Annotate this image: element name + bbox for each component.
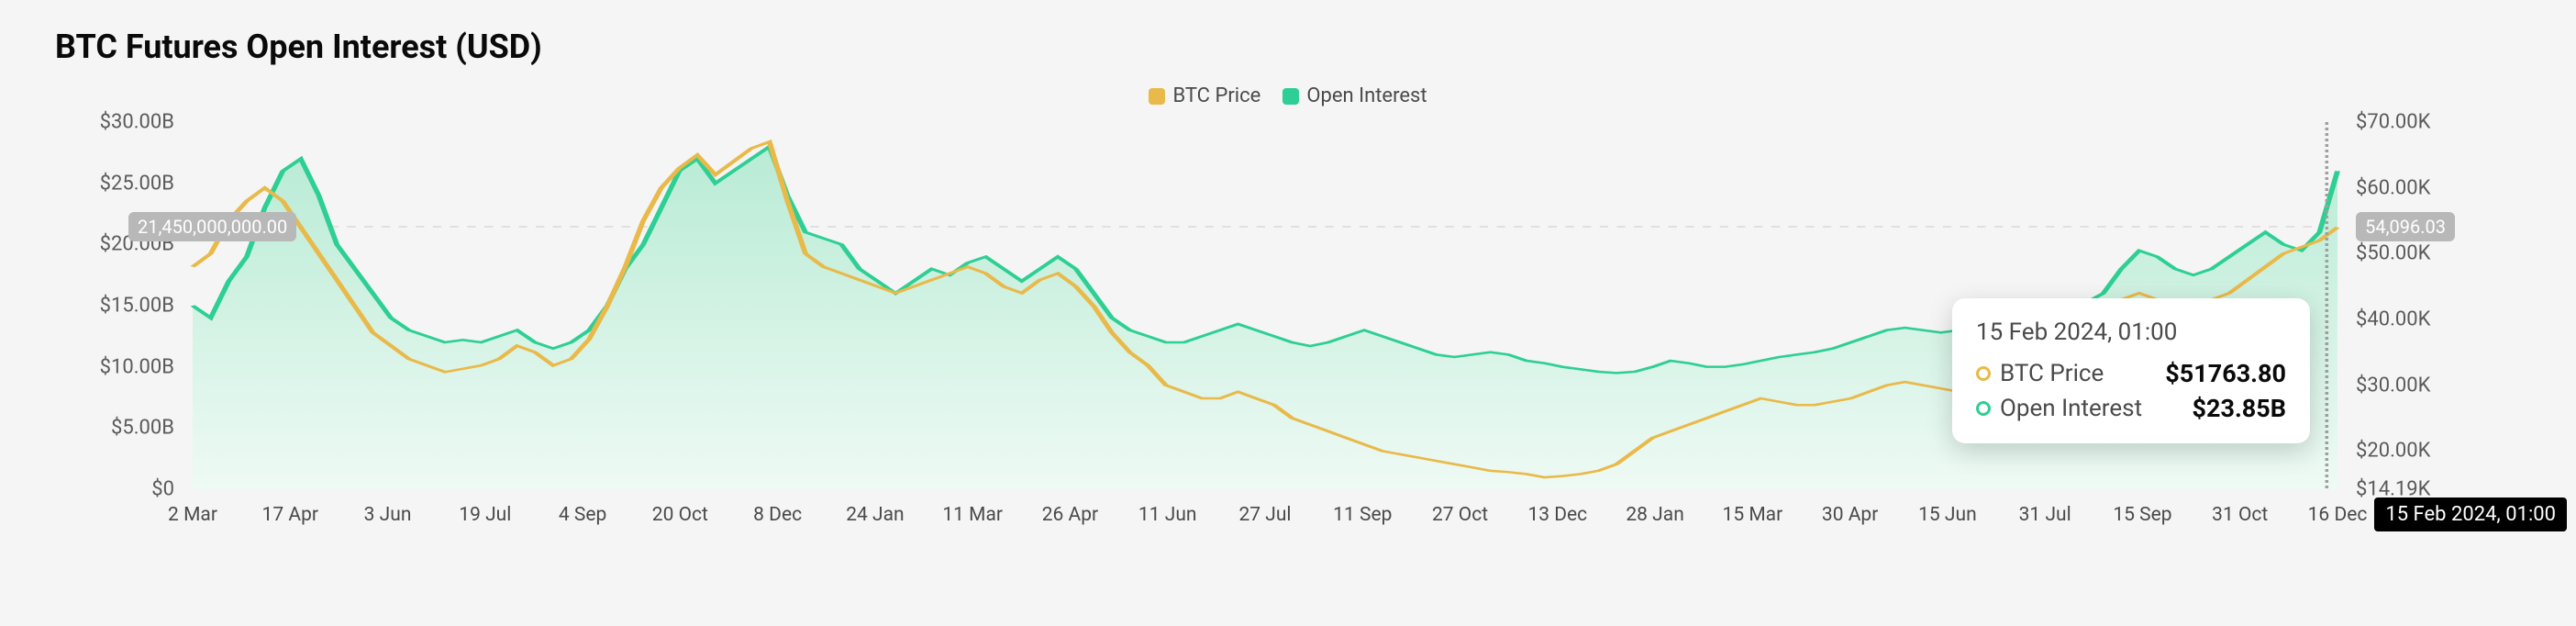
y-tick: $10.00B [100, 355, 174, 378]
x-tick: 31 Oct [2212, 504, 2268, 526]
x-tick: 28 Jan [1626, 504, 1683, 526]
y-tick: $60.00K [2356, 176, 2430, 199]
y-left-highlight-badge: 21,450,000,000.00 [128, 212, 296, 241]
plot-surface[interactable]: 21,450,000,000.00 54,096.03 15 Feb 2024,… [193, 122, 2337, 489]
x-tick: 30 Apr [1822, 504, 1878, 526]
x-tick: 15 Jun [1918, 504, 1977, 526]
tooltip-dot [1976, 401, 1991, 416]
legend: BTC Price Open Interest [37, 84, 2539, 107]
tooltip-date: 15 Feb 2024, 01:00 [1976, 319, 2286, 346]
tooltip-row: BTC Price $51763.80 [1976, 359, 2286, 388]
tooltip-series-value: $23.85B [2192, 394, 2286, 423]
x-tick: 19 Jul [459, 504, 511, 526]
tooltip-dot [1976, 366, 1991, 381]
tooltip-series-value: $51763.80 [2165, 359, 2286, 388]
legend-swatch-price [1149, 88, 1165, 105]
legend-item-oi[interactable]: Open Interest [1282, 84, 1427, 107]
y-tick: $20.00K [2356, 440, 2430, 463]
legend-swatch-oi [1282, 88, 1299, 105]
legend-label-price: BTC Price [1172, 84, 1260, 107]
tooltip-series-label: Open Interest [2000, 395, 2142, 422]
legend-label-oi: Open Interest [1306, 84, 1427, 107]
x-tick: 17 Apr [262, 504, 318, 526]
plot-area[interactable]: $0$5.00B$10.00B$15.00B$20.00B$25.00B$30.… [64, 122, 2457, 544]
tooltip-series-label: BTC Price [2000, 360, 2104, 387]
x-axis: 2 Mar17 Apr3 Jun19 Jul4 Sep20 Oct8 Dec24… [193, 498, 2337, 544]
x-tick: 20 Oct [652, 504, 708, 526]
y-tick: $5.00B [111, 417, 174, 440]
x-tick: 26 Apr [1042, 504, 1098, 526]
x-tick: 16 Dec [2308, 504, 2368, 526]
x-tick: 24 Jan [846, 504, 904, 526]
tooltip: 15 Feb 2024, 01:00 BTC Price $51763.80 Ope… [1952, 298, 2310, 443]
x-tick: 27 Jul [1238, 504, 1291, 526]
y-tick: $30.00B [100, 111, 174, 134]
x-tick: 13 Dec [1527, 504, 1587, 526]
x-tick: 31 Jul [2019, 504, 2071, 526]
x-tick: 15 Mar [1723, 504, 1783, 526]
x-tick: 11 Sep [1333, 504, 1392, 526]
tooltip-row: Open Interest $23.85B [1976, 394, 2286, 423]
y-tick: $50.00K [2356, 242, 2430, 265]
chart-container: BTC Futures Open Interest (USD) BTC Pric… [0, 0, 2576, 626]
y-axis-right: $14.19K$20.00K$30.00K$40.00K$50.00K$60.0… [2347, 122, 2457, 489]
y-tick: $15.00B [100, 295, 174, 318]
x-tick: 4 Sep [559, 504, 606, 526]
y-tick: $30.00K [2356, 374, 2430, 397]
y-axis-left: $0$5.00B$10.00B$15.00B$20.00B$25.00B$30.… [64, 122, 183, 489]
y-tick: $40.00K [2356, 308, 2430, 331]
legend-item-price[interactable]: BTC Price [1149, 84, 1260, 107]
y-tick: $70.00K [2356, 111, 2430, 134]
x-tick: 11 Mar [942, 504, 1003, 526]
x-tick: 2 Mar [168, 504, 217, 526]
x-tick: 3 Jun [364, 504, 412, 526]
y-tick: $25.00B [100, 172, 174, 195]
chart-title: BTC Futures Open Interest (USD) [55, 28, 2539, 66]
x-tick: 27 Oct [1432, 504, 1488, 526]
y-tick: $0 [151, 478, 174, 501]
x-tick: 15 Sep [2113, 504, 2171, 526]
x-tick: 11 Jun [1138, 504, 1197, 526]
x-tick: 8 Dec [753, 504, 802, 526]
x-hover-badge: 15 Feb 2024, 01:00 [2374, 497, 2567, 531]
